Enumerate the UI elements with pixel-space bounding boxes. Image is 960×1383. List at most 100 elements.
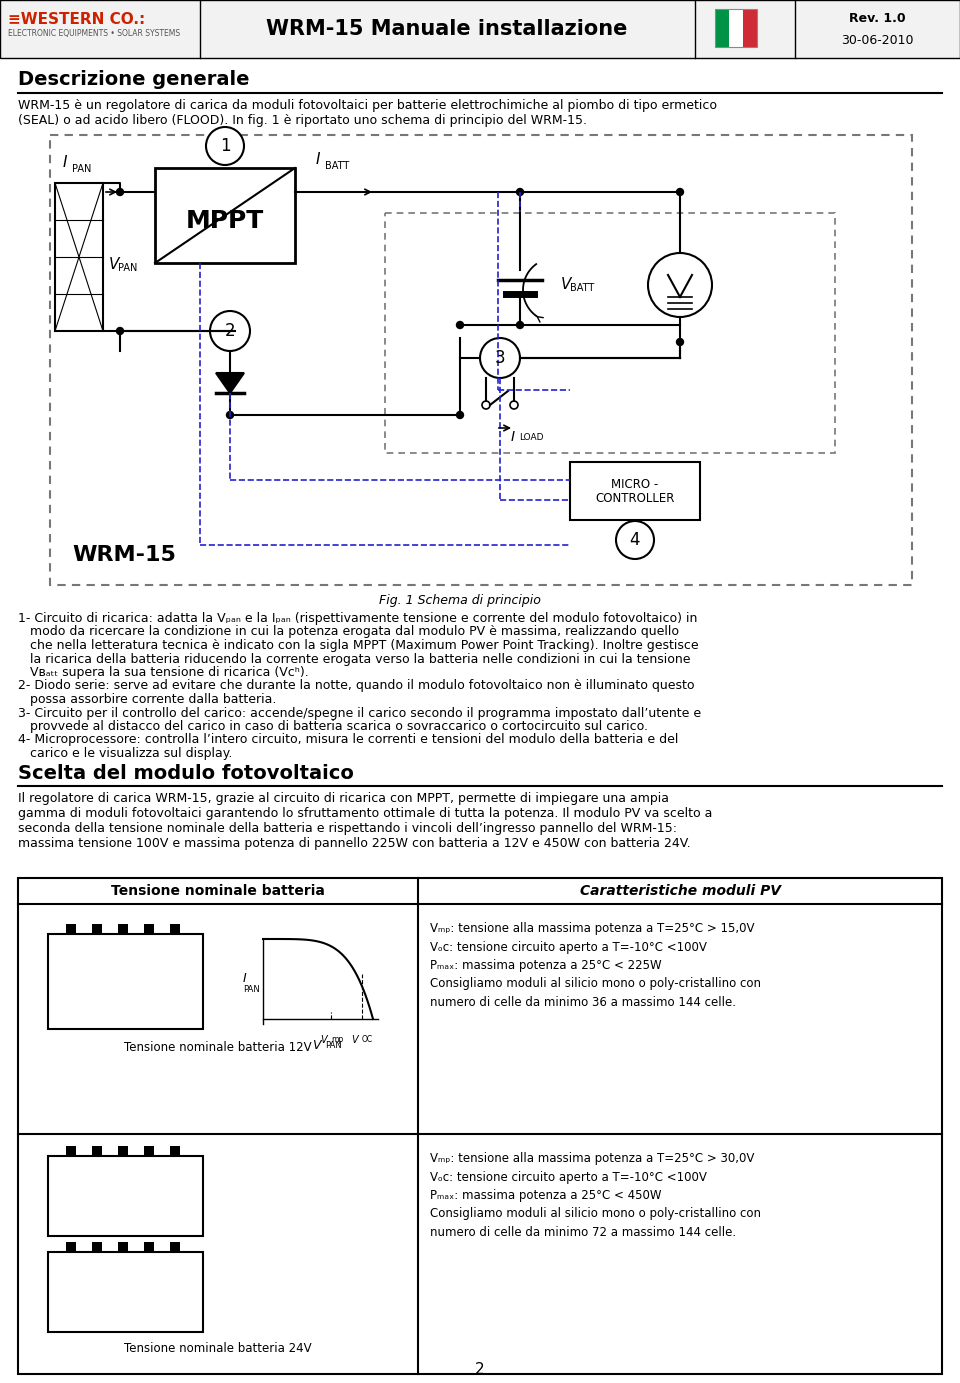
Circle shape bbox=[510, 401, 518, 409]
Bar bbox=[170, 1242, 180, 1252]
Text: $I$: $I$ bbox=[242, 972, 248, 986]
Bar bbox=[48, 934, 203, 1029]
Text: MICRO -: MICRO - bbox=[612, 479, 659, 491]
Circle shape bbox=[516, 321, 523, 329]
Text: PAN: PAN bbox=[244, 985, 260, 994]
Text: che nella letteratura tecnica è indicato con la sigla MPPT (Maximum Power Point : che nella letteratura tecnica è indicato… bbox=[18, 639, 699, 651]
Text: PAN: PAN bbox=[72, 165, 91, 174]
Text: mp: mp bbox=[331, 1034, 344, 1044]
Text: Vₘₚ: tensione alla massima potenza a T=25°C > 30,0V
Vₒᴄ: tensione circuito apert: Vₘₚ: tensione alla massima potenza a T=2… bbox=[430, 1152, 761, 1239]
Circle shape bbox=[206, 127, 244, 165]
Bar bbox=[55, 183, 103, 331]
Bar bbox=[118, 924, 128, 934]
Bar bbox=[385, 213, 835, 454]
Bar bbox=[48, 1156, 203, 1236]
Circle shape bbox=[648, 253, 712, 317]
Circle shape bbox=[516, 188, 523, 195]
Text: modo da ricercare la condizione in cui la potenza erogata dal modulo PV è massim: modo da ricercare la condizione in cui l… bbox=[18, 625, 679, 639]
Text: Tensione nominale batteria 24V: Tensione nominale batteria 24V bbox=[124, 1342, 312, 1355]
Bar bbox=[155, 167, 295, 263]
Circle shape bbox=[482, 401, 490, 409]
Text: CONTROLLER: CONTROLLER bbox=[595, 492, 675, 506]
Text: Caratteristiche moduli PV: Caratteristiche moduli PV bbox=[580, 884, 780, 898]
Circle shape bbox=[457, 412, 464, 419]
Circle shape bbox=[210, 311, 250, 351]
Text: $V$: $V$ bbox=[320, 1033, 329, 1046]
Bar bbox=[715, 10, 729, 47]
Circle shape bbox=[677, 339, 684, 346]
Bar bbox=[66, 1147, 76, 1156]
Text: $V$: $V$ bbox=[312, 1039, 324, 1052]
Text: PAN: PAN bbox=[325, 1041, 342, 1050]
Text: Descrizione generale: Descrizione generale bbox=[18, 71, 250, 89]
Circle shape bbox=[116, 328, 124, 335]
Text: Scelta del modulo fotovoltaico: Scelta del modulo fotovoltaico bbox=[18, 763, 354, 783]
Text: Vₘₚ: tensione alla massima potenza a T=25°C > 15,0V
Vₒᴄ: tensione circuito apert: Vₘₚ: tensione alla massima potenza a T=2… bbox=[430, 922, 761, 1010]
Bar bbox=[92, 1242, 102, 1252]
Text: 4: 4 bbox=[630, 531, 640, 549]
Text: possa assorbire corrente dalla batteria.: possa assorbire corrente dalla batteria. bbox=[18, 693, 276, 705]
Text: $I$: $I$ bbox=[510, 430, 516, 444]
Bar bbox=[118, 1242, 128, 1252]
Text: 2- Diodo serie: serve ad evitare che durante la notte, quando il modulo fotovolt: 2- Diodo serie: serve ad evitare che dur… bbox=[18, 679, 694, 693]
Circle shape bbox=[227, 412, 233, 419]
Text: Tensione nominale batteria 12V: Tensione nominale batteria 12V bbox=[124, 1041, 312, 1054]
Text: 3- Circuito per il controllo del carico: accende/spegne il carico secondo il pro: 3- Circuito per il controllo del carico:… bbox=[18, 707, 701, 719]
Bar bbox=[144, 924, 154, 934]
Text: provvede al distacco del carico in caso di batteria scarica o sovraccarico o cor: provvede al distacco del carico in caso … bbox=[18, 721, 648, 733]
Text: Rev. 1.0: Rev. 1.0 bbox=[849, 12, 905, 25]
Text: WRM-15 Manuale installazione: WRM-15 Manuale installazione bbox=[266, 19, 628, 39]
Text: MPPT: MPPT bbox=[186, 209, 264, 232]
Text: 30-06-2010: 30-06-2010 bbox=[841, 33, 913, 47]
Text: ≡WESTERN CO.:: ≡WESTERN CO.: bbox=[8, 12, 145, 28]
Bar bbox=[92, 924, 102, 934]
Bar bbox=[144, 1242, 154, 1252]
Bar bbox=[743, 10, 757, 47]
Text: 2: 2 bbox=[475, 1362, 485, 1377]
Text: $V$: $V$ bbox=[350, 1033, 360, 1046]
Bar bbox=[170, 924, 180, 934]
Bar bbox=[0, 0, 960, 58]
Bar bbox=[715, 10, 757, 47]
Text: 2: 2 bbox=[225, 322, 235, 340]
Text: $V$: $V$ bbox=[108, 256, 121, 272]
Text: BATT: BATT bbox=[325, 160, 349, 171]
Bar bbox=[92, 1147, 102, 1156]
Text: $I$: $I$ bbox=[315, 151, 321, 167]
Text: ELECTRONIC EQUIPMENTS • SOLAR SYSTEMS: ELECTRONIC EQUIPMENTS • SOLAR SYSTEMS bbox=[8, 29, 180, 37]
Bar bbox=[48, 1252, 203, 1332]
Text: Il regolatore di carica WRM-15, grazie al circuito di ricarica con MPPT, permett: Il regolatore di carica WRM-15, grazie a… bbox=[18, 792, 712, 851]
Circle shape bbox=[116, 188, 124, 195]
Circle shape bbox=[480, 337, 520, 378]
Text: PAN: PAN bbox=[118, 263, 137, 272]
Bar bbox=[144, 1147, 154, 1156]
Bar bbox=[170, 1147, 180, 1156]
Text: OC: OC bbox=[362, 1034, 373, 1044]
Bar bbox=[66, 924, 76, 934]
Text: $V$: $V$ bbox=[560, 277, 573, 292]
Circle shape bbox=[677, 188, 684, 195]
Bar bbox=[118, 1147, 128, 1156]
Bar bbox=[570, 462, 700, 520]
Text: 4- Microprocessore: controlla l’intero circuito, misura le correnti e tensioni d: 4- Microprocessore: controlla l’intero c… bbox=[18, 733, 679, 747]
Text: carico e le visualizza sul display.: carico e le visualizza sul display. bbox=[18, 747, 232, 761]
Text: la ricarica della batteria riducendo la corrente erogata verso la batteria nelle: la ricarica della batteria riducendo la … bbox=[18, 653, 690, 665]
Text: Fig. 1 Schema di principio: Fig. 1 Schema di principio bbox=[379, 595, 540, 607]
Text: $I$: $I$ bbox=[62, 154, 68, 170]
Bar bbox=[50, 136, 912, 585]
Text: Tensione nominale batteria: Tensione nominale batteria bbox=[111, 884, 324, 898]
Bar bbox=[66, 1242, 76, 1252]
Circle shape bbox=[616, 521, 654, 559]
Text: WRM-15 è un regolatore di carica da moduli fotovoltaici per batterie elettrochim: WRM-15 è un regolatore di carica da modu… bbox=[18, 100, 717, 127]
Text: LOAD: LOAD bbox=[519, 433, 543, 443]
Text: BATT: BATT bbox=[570, 284, 594, 293]
Text: 3: 3 bbox=[494, 349, 505, 366]
Text: 1: 1 bbox=[220, 137, 230, 155]
Polygon shape bbox=[216, 373, 244, 393]
Bar bbox=[729, 10, 743, 47]
Circle shape bbox=[457, 321, 464, 329]
Bar bbox=[18, 878, 942, 1373]
Text: WRM-15: WRM-15 bbox=[72, 545, 176, 566]
Text: Vʙₐₜₜ supera la sua tensione di ricarica (Vᴄʰ).: Vʙₐₜₜ supera la sua tensione di ricarica… bbox=[18, 667, 309, 679]
Text: 1- Circuito di ricarica: adatta la Vₚₐₙ e la Iₚₐₙ (rispettivamente tensione e co: 1- Circuito di ricarica: adatta la Vₚₐₙ … bbox=[18, 613, 697, 625]
